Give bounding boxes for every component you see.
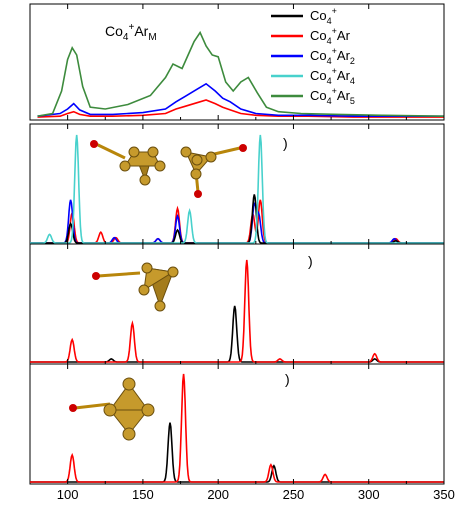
d2d-panel: ) xyxy=(29,123,445,245)
series-line-2 xyxy=(37,30,445,117)
peak-series-1 xyxy=(30,199,444,244)
d2d-name: ) xyxy=(283,135,288,151)
c2v-cluster xyxy=(92,262,179,312)
d2h-panel: ) xyxy=(29,363,445,485)
peak-series-0 xyxy=(30,305,444,363)
c2v-panel: ) xyxy=(29,243,445,365)
x-tick-label-300: 300 xyxy=(358,487,380,502)
c2v-frame xyxy=(29,243,445,365)
peak-series-0 xyxy=(30,199,444,244)
experiment-frame xyxy=(29,3,445,121)
legend-entry-0: Co4+ xyxy=(310,6,337,26)
d2d-cluster-left xyxy=(90,140,166,186)
x-tick-label-150: 150 xyxy=(132,487,154,502)
x-tick-label-200: 200 xyxy=(207,487,229,502)
series-line-1 xyxy=(37,82,444,117)
peak-series-3 xyxy=(30,134,444,244)
legend-entry-4: Co4+Ar5 xyxy=(310,86,355,106)
peak-series-1 xyxy=(30,259,444,363)
legend-entry-2: Co4+Ar2 xyxy=(310,46,355,66)
experiment-series xyxy=(37,30,445,118)
legend-entry-3: Co4+Ar4 xyxy=(310,66,355,86)
legend-entry-1: Co4+Ar xyxy=(310,26,351,46)
d2d-cluster-right xyxy=(180,144,247,198)
d2h-name: ) xyxy=(285,371,290,387)
d2h-cluster xyxy=(69,377,155,441)
d2h-frame xyxy=(29,363,445,485)
x-tick-label-100: 100 xyxy=(57,487,79,502)
d2h-peaks xyxy=(30,373,444,483)
c2v-name: ) xyxy=(308,253,313,269)
peak-series-0 xyxy=(30,422,444,483)
x-tick-label-250: 250 xyxy=(283,487,305,502)
c2v-peaks xyxy=(30,259,444,363)
d2d-peaks xyxy=(30,134,444,244)
experiment-title: Co4+ArM xyxy=(105,22,157,43)
peak-series-2 xyxy=(30,194,444,244)
series-line-0 xyxy=(37,99,444,118)
x-tick-label-350: 350 xyxy=(433,487,455,502)
peak-series-1 xyxy=(30,373,444,483)
x-axis-ticks: 100 150 200 250 300 350 xyxy=(57,4,455,502)
